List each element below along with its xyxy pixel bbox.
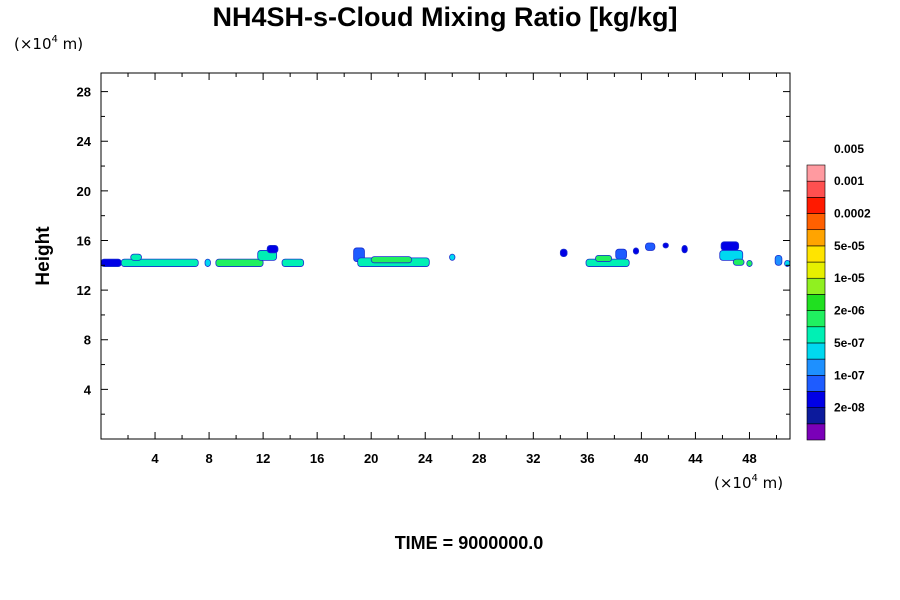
x-tick-label: 20 bbox=[364, 451, 378, 466]
colorbar-swatch bbox=[806, 294, 826, 311]
y-tick-label: 16 bbox=[77, 233, 91, 248]
colorbar-swatch bbox=[806, 391, 826, 408]
colorbar-swatch bbox=[806, 407, 826, 425]
svg-text:(×104 m): (×104 m) bbox=[14, 34, 83, 53]
cloud-patch-19 bbox=[662, 242, 669, 249]
colorbar-label: 1e-07 bbox=[834, 368, 865, 382]
colorbar-label: 2e-08 bbox=[834, 401, 865, 415]
colorbar-swatch bbox=[806, 423, 826, 441]
colorbar-label: 0.0002 bbox=[834, 207, 871, 221]
colorbar-swatch bbox=[806, 277, 826, 295]
colorbar-swatch bbox=[806, 261, 826, 279]
cloud-patch-25 bbox=[774, 254, 783, 266]
y-tick-label: 28 bbox=[77, 85, 91, 100]
x-tick-label: 32 bbox=[526, 451, 540, 466]
y-tick-label: 12 bbox=[77, 283, 91, 298]
colorbar-swatch bbox=[806, 342, 826, 360]
colorbar-swatch bbox=[806, 229, 826, 247]
cloud-patch-18 bbox=[645, 242, 656, 251]
colorbar-swatch bbox=[806, 326, 826, 344]
cloud-patch-15 bbox=[595, 254, 613, 262]
colorbar-label: 5e-05 bbox=[834, 239, 865, 253]
x-tick-label: 44 bbox=[688, 451, 703, 466]
x-tick-label: 36 bbox=[580, 451, 594, 466]
colorbar-label: 0.001 bbox=[834, 174, 864, 188]
cloud-patch-16 bbox=[615, 248, 627, 260]
cloud-patch-24 bbox=[746, 259, 753, 267]
cloud-patch-11 bbox=[370, 256, 413, 264]
cloud-patch-23 bbox=[732, 258, 745, 266]
cloud-patch-12 bbox=[449, 253, 456, 261]
x-tick-label: 12 bbox=[256, 451, 270, 466]
x-tick-label: 8 bbox=[205, 451, 212, 466]
cloud-patch-21 bbox=[720, 241, 740, 251]
y-tick-label: 20 bbox=[77, 184, 91, 199]
x-tick-label: 48 bbox=[742, 451, 756, 466]
y-tick-label: 8 bbox=[84, 333, 91, 348]
x-tick-label: 4 bbox=[151, 451, 159, 466]
cloud-patch-5 bbox=[215, 258, 264, 267]
colorbar-swatch bbox=[806, 310, 826, 328]
colorbar-swatch bbox=[806, 245, 826, 263]
colorbar-swatch bbox=[806, 164, 826, 182]
colorbar-swatch bbox=[806, 358, 826, 376]
cloud-patch-22 bbox=[719, 250, 744, 261]
y-tick-label: 4 bbox=[84, 382, 92, 397]
colorbar-label: 0.005 bbox=[834, 142, 864, 156]
cloud-patches bbox=[100, 241, 791, 267]
cloud-patch-4 bbox=[204, 258, 211, 267]
cloud-patch-2 bbox=[120, 258, 199, 267]
x-tick-label: 28 bbox=[472, 451, 486, 466]
colorbar-swatch bbox=[806, 197, 826, 214]
cloud-patch-3 bbox=[130, 253, 142, 261]
x-tick-label: 16 bbox=[310, 451, 324, 466]
cloud-patch-7 bbox=[266, 245, 279, 254]
y-axis-label: Height bbox=[33, 226, 54, 286]
x-tick-label: 24 bbox=[418, 451, 433, 466]
plot-frame bbox=[100, 72, 791, 440]
cloud-patch-8 bbox=[281, 258, 305, 267]
svg-text:(×104 m): (×104 m) bbox=[714, 473, 783, 492]
time-footer: TIME = 9000000.0 bbox=[395, 533, 544, 553]
cloud-patch-13 bbox=[559, 248, 568, 258]
colorbar-label: 2e-06 bbox=[834, 304, 865, 318]
colorbar-swatch bbox=[806, 374, 826, 392]
colorbar: 2e-08 1e-07 5e-07 2e-06 1e-05 5e-05 0.0002 0.00… bbox=[806, 142, 871, 441]
colorbar-label: 1e-05 bbox=[834, 271, 865, 285]
x-unit-label: (×104 m) bbox=[714, 473, 783, 492]
x-tick-label: 40 bbox=[634, 451, 648, 466]
y-unit-label: (×104 m) bbox=[14, 34, 83, 53]
y-tick-label: 24 bbox=[77, 134, 92, 149]
chart-title: NH4SH-s-Cloud Mixing Ratio [kg/kg] bbox=[213, 2, 678, 32]
cloud-patch-17 bbox=[632, 247, 640, 255]
colorbar-label: 5e-07 bbox=[834, 336, 865, 350]
colorbar-swatch bbox=[806, 213, 826, 231]
colorbar-swatch bbox=[806, 180, 826, 198]
cloud-patch-20 bbox=[681, 245, 688, 254]
